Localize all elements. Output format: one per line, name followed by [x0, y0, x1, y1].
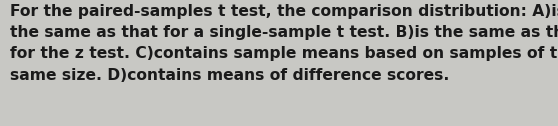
Text: For the paired-samples t test, the comparison distribution: A)is
the same as tha: For the paired-samples t test, the compa… — [10, 4, 558, 83]
